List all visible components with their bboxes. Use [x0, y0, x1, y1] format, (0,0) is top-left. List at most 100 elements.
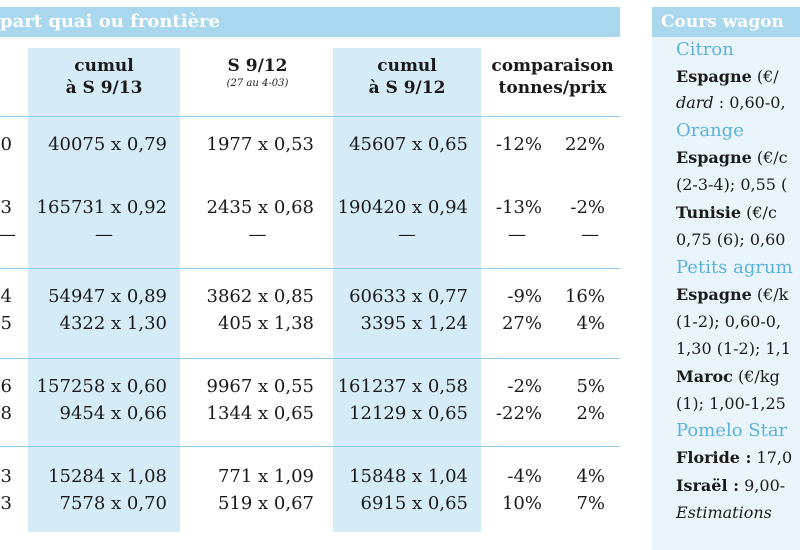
column-header-subtitle: (27 au 4-03): [226, 78, 289, 89]
row-separator: [0, 116, 620, 117]
column-header-line2: tonnes/prix: [498, 78, 607, 98]
cell-pct-prix: 4%: [576, 466, 605, 487]
column-header: comparaison tonnes/prix: [485, 55, 620, 99]
side-panel: Cours wagon Citron Espagne (€/ dard : 0,60…: [652, 7, 800, 550]
cell-pct-tonnes: 10%: [501, 493, 542, 514]
cell-pct-tonnes: -9%: [507, 286, 542, 307]
cell-pct-tonnes: -4%: [507, 466, 542, 487]
cell-pct-tonnes: -12%: [495, 134, 542, 155]
cell-cumul-13: 40075 x 0,79: [48, 134, 167, 155]
panel-line: (1-2); 0,60-0,: [676, 312, 782, 331]
cell-cumul-12: 6915 x 0,65: [360, 493, 468, 514]
column-shade-cumul-12: [333, 48, 481, 532]
row-edge-value: —: [0, 224, 16, 246]
table-title: part quai ou frontière: [0, 11, 220, 32]
panel-value: (€/kg: [732, 367, 780, 386]
cell-s-9-12: 9967 x 0,55: [206, 376, 314, 397]
panel-line: Maroc (€/kg: [676, 366, 780, 388]
cell-pct-prix: 2%: [576, 403, 605, 424]
column-header-line2: à S 9/13: [65, 78, 143, 98]
panel-origin: Espagne: [676, 67, 752, 86]
panel-origin: Espagne: [676, 285, 752, 304]
panel-origin: Floride :: [676, 448, 752, 467]
cell-pct-tonnes: —: [508, 224, 526, 245]
panel-origin: Tunisie: [676, 203, 742, 222]
cell-cumul-12: 60633 x 0,77: [349, 286, 468, 307]
panel-line: Espagne (€/: [676, 66, 779, 88]
cell-cumul-12: —: [398, 224, 416, 245]
row-separator: [0, 268, 620, 269]
panel-value: (€/c: [751, 148, 788, 167]
panel-value: (€/k: [751, 285, 789, 304]
cell-cumul-13: 54947 x 0,89: [48, 286, 167, 307]
panel-line: Israël : 9,00-: [676, 475, 785, 497]
column-header-line1: cumul: [377, 56, 437, 76]
panel-note: Estimations: [676, 503, 772, 522]
cell-pct-tonnes: -2%: [507, 376, 542, 397]
cell-pct-prix: 22%: [564, 134, 605, 155]
cell-pct-prix: 4%: [576, 313, 605, 334]
cell-s-9-12: 1344 x 0,65: [206, 403, 314, 424]
panel-category: Petits agrum: [676, 257, 793, 278]
column-header: cumul à S 9/12: [333, 55, 481, 99]
row-edge-value: 4: [0, 286, 12, 307]
cell-s-9-12: —: [248, 224, 267, 245]
cell-s-9-12: 1977 x 0,53: [206, 134, 314, 155]
panel-line: 1,30 (1-2); 1,1: [676, 339, 791, 358]
panel-value: (€/c: [741, 203, 777, 222]
cell-pct-prix: 5%: [576, 376, 605, 397]
row-edge-value: 8: [0, 403, 12, 424]
cell-cumul-13: 4322 x 1,30: [59, 313, 167, 334]
cell-cumul-12: 15848 x 1,04: [349, 466, 468, 487]
cell-cumul-12: 45607 x 0,65: [349, 134, 468, 155]
cell-cumul-13: 157258 x 0,60: [36, 376, 167, 397]
column-header-line1: comparaison: [491, 56, 614, 76]
panel-value: 17,0: [751, 448, 793, 467]
row-separator: [0, 446, 620, 447]
cell-cumul-13: —: [95, 224, 113, 245]
panel-value: (€/: [751, 67, 779, 86]
row-edge-value: 5: [0, 313, 12, 334]
panel-category: Citron: [676, 39, 734, 60]
panel-origin: Maroc: [676, 367, 733, 386]
panel-origin: Espagne: [676, 148, 752, 167]
cell-pct-prix: -2%: [570, 197, 605, 218]
row-edge-value: 6: [0, 376, 12, 397]
cell-cumul-13: 165731 x 0,92: [36, 197, 167, 218]
column-header: S 9/12 (27 au 4-03): [195, 55, 320, 90]
row-edge-value: 3: [0, 466, 12, 487]
panel-line: (2-3-4); 0,55 (: [676, 175, 788, 194]
panel-line: dard : 0,60-0,: [676, 92, 786, 114]
column-shade-cumul-13: [28, 48, 180, 532]
panel-line: (1); 1,00-1,25: [676, 394, 786, 413]
panel-line: Floride : 17,0: [676, 447, 792, 469]
row-separator: [0, 358, 620, 359]
cell-pct-tonnes: -13%: [495, 197, 542, 218]
column-header-line2: à S 9/12: [368, 78, 446, 98]
row-edge-value: 0: [0, 134, 12, 155]
row-edge-value: 3: [0, 197, 12, 218]
side-panel-header: [652, 7, 800, 37]
panel-value: 9,00-: [739, 476, 786, 495]
cell-s-9-12: 519 x 0,67: [217, 493, 314, 514]
cell-cumul-13: 15284 x 1,08: [48, 466, 167, 487]
panel-origin: Israël :: [676, 476, 740, 495]
side-panel-title: Cours wagon: [661, 12, 784, 32]
table-title-band: [0, 7, 620, 37]
cell-pct-prix: —: [581, 224, 599, 245]
cell-cumul-12: 3395 x 1,24: [360, 313, 468, 334]
cell-pct-prix: 16%: [564, 286, 605, 307]
panel-line: Tunisie (€/c: [676, 202, 777, 224]
cell-pct-tonnes: -22%: [495, 403, 542, 424]
panel-value: : 0,60-0,: [713, 93, 786, 112]
cell-s-9-12: 2435 x 0,68: [206, 197, 314, 218]
cell-pct-prix: 7%: [576, 493, 605, 514]
cell-cumul-12: 161237 x 0,58: [337, 376, 468, 397]
cell-cumul-13: 7578 x 0,70: [59, 493, 167, 514]
column-header-line1: S 9/12: [227, 56, 288, 76]
panel-grade: dard: [676, 93, 714, 112]
panel-line: 0,75 (6); 0,60: [676, 230, 786, 249]
row-edge-value: 3: [0, 493, 12, 514]
cell-cumul-13: 9454 x 0,66: [59, 403, 167, 424]
panel-line: Espagne (€/k: [676, 284, 788, 306]
